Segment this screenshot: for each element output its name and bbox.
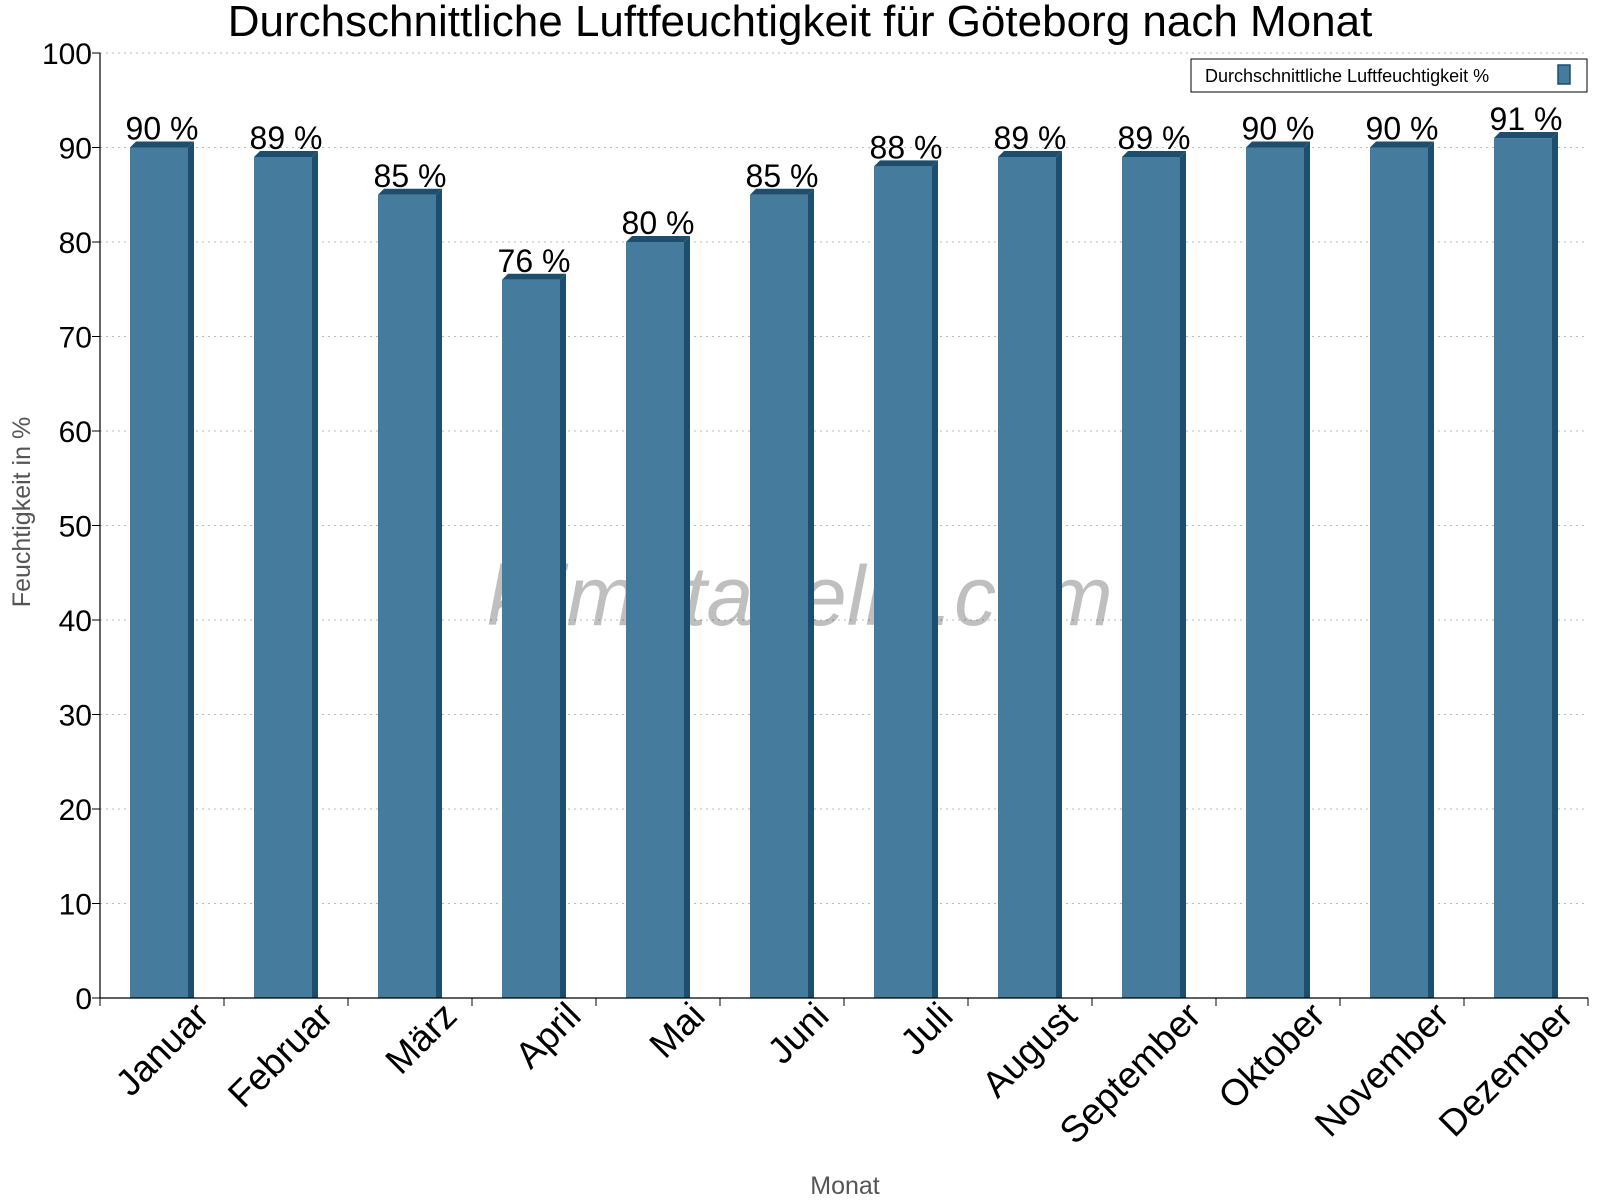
bar: [998, 150, 1062, 998]
bar-top: [998, 150, 1062, 157]
bar-front: [998, 156, 1056, 998]
bar-top: [1370, 141, 1434, 148]
bar: [378, 188, 442, 998]
bar-front: [130, 147, 188, 998]
bar-top: [502, 273, 566, 280]
data-label: 88 %: [870, 129, 943, 165]
x-tick-label: August: [974, 994, 1085, 1105]
y-tick-label: 90: [59, 133, 92, 166]
bar-top: [1246, 141, 1310, 148]
bar-front: [750, 194, 808, 998]
bar-side: [1552, 132, 1558, 999]
bar-front: [626, 242, 684, 998]
bar-top: [626, 236, 690, 242]
bar-top: [874, 160, 938, 167]
x-tick-label: Mai: [642, 995, 713, 1066]
x-tick-label: März: [378, 995, 465, 1082]
legend-box: [1190, 58, 1588, 93]
bar: [254, 150, 318, 998]
bar: [1122, 150, 1186, 998]
x-tick-label: Dezember: [1431, 995, 1581, 1145]
bar-top: [130, 141, 194, 148]
y-tick-label: 60: [59, 416, 92, 449]
bar: [130, 141, 194, 998]
y-axis-label: Feuchtigkeit in %: [8, 417, 36, 607]
bar-front: [1494, 138, 1552, 999]
bar: [1246, 141, 1310, 998]
data-labels: 90 % 89 % 85 % 76 % 80 % 85 % 88 % 89 % 89 % 90 %…: [126, 101, 1563, 279]
bar-top: [254, 150, 318, 157]
bar-side: [684, 236, 690, 998]
bar-front: [874, 166, 932, 998]
legend-label: Durchschnittliche Luftfeuchtigkeit %: [1205, 66, 1489, 86]
bar-front: [1370, 147, 1428, 998]
y-tick-label: 0: [75, 983, 92, 1016]
y-ticks: 0 10 20 30 40 50 60 70 80 90 100: [42, 38, 100, 1016]
data-label: 85 %: [374, 158, 447, 194]
data-label: 89 %: [1118, 120, 1191, 156]
bar-side: [1180, 150, 1186, 998]
bar: [626, 236, 690, 998]
bar-side: [436, 188, 442, 998]
bar-top: [1494, 132, 1558, 139]
y-tick-label: 100: [42, 38, 92, 71]
bar-top: [750, 188, 814, 195]
bar-side: [808, 188, 814, 998]
bar-top: [378, 188, 442, 195]
bar-front: [1122, 156, 1180, 998]
grid-lines: [100, 52, 1588, 904]
x-tick-label: Oktober: [1211, 995, 1333, 1117]
bar-side: [932, 160, 938, 998]
bar-front: [254, 156, 312, 998]
bar-front: [502, 279, 560, 998]
bar-side: [188, 141, 194, 998]
bar: [1370, 141, 1434, 998]
x-axis-label: Monat: [810, 1172, 880, 1200]
bar: [750, 188, 814, 998]
y-tick-label: 50: [59, 511, 92, 544]
x-tick-label: November: [1307, 995, 1457, 1145]
bar-side: [1428, 141, 1434, 998]
bar: [874, 160, 938, 998]
legend-swatch: [1557, 64, 1571, 85]
bar-side: [1304, 141, 1310, 998]
x-tick-label: Juni: [760, 995, 837, 1072]
data-label: 89 %: [250, 120, 323, 156]
x-ticks: Januar Februar März April Mai Juni Juli AugustS…: [99, 994, 1589, 1152]
data-label: 90 %: [1366, 111, 1439, 147]
data-label: 76 %: [498, 243, 571, 279]
bar-front: [378, 194, 436, 998]
legend: Durchschnittliche Luftfeuchtigkeit %: [1190, 58, 1588, 93]
data-label: 80 %: [622, 205, 695, 241]
x-tick-label: Februar: [220, 995, 341, 1116]
data-label: 90 %: [126, 111, 199, 147]
data-label: 90 %: [1242, 111, 1315, 147]
data-label: 89 %: [994, 120, 1067, 156]
y-tick-label: 70: [59, 322, 92, 355]
x-tick-label: April: [507, 995, 588, 1076]
chart-title: Durchschnittliche Luftfeuchtigkeit für G…: [228, 0, 1373, 46]
bar-side: [560, 273, 566, 998]
data-label: 85 %: [746, 158, 819, 194]
y-tick-label: 40: [59, 605, 92, 638]
y-tick-label: 20: [59, 794, 92, 827]
y-tick-label: 30: [59, 700, 92, 733]
data-label: 91 %: [1490, 101, 1563, 137]
bar: [502, 273, 566, 998]
y-tick-label: 10: [59, 889, 92, 922]
bar: [1494, 132, 1558, 999]
bar-side: [1056, 150, 1062, 998]
bars: [130, 132, 1558, 999]
y-tick-label: 80: [59, 227, 92, 260]
bar-top: [1122, 150, 1186, 157]
x-tick-label: Januar: [108, 995, 217, 1104]
x-tick-label: Juli: [892, 995, 960, 1063]
bar-front: [1246, 147, 1304, 998]
bar-side: [312, 150, 318, 998]
